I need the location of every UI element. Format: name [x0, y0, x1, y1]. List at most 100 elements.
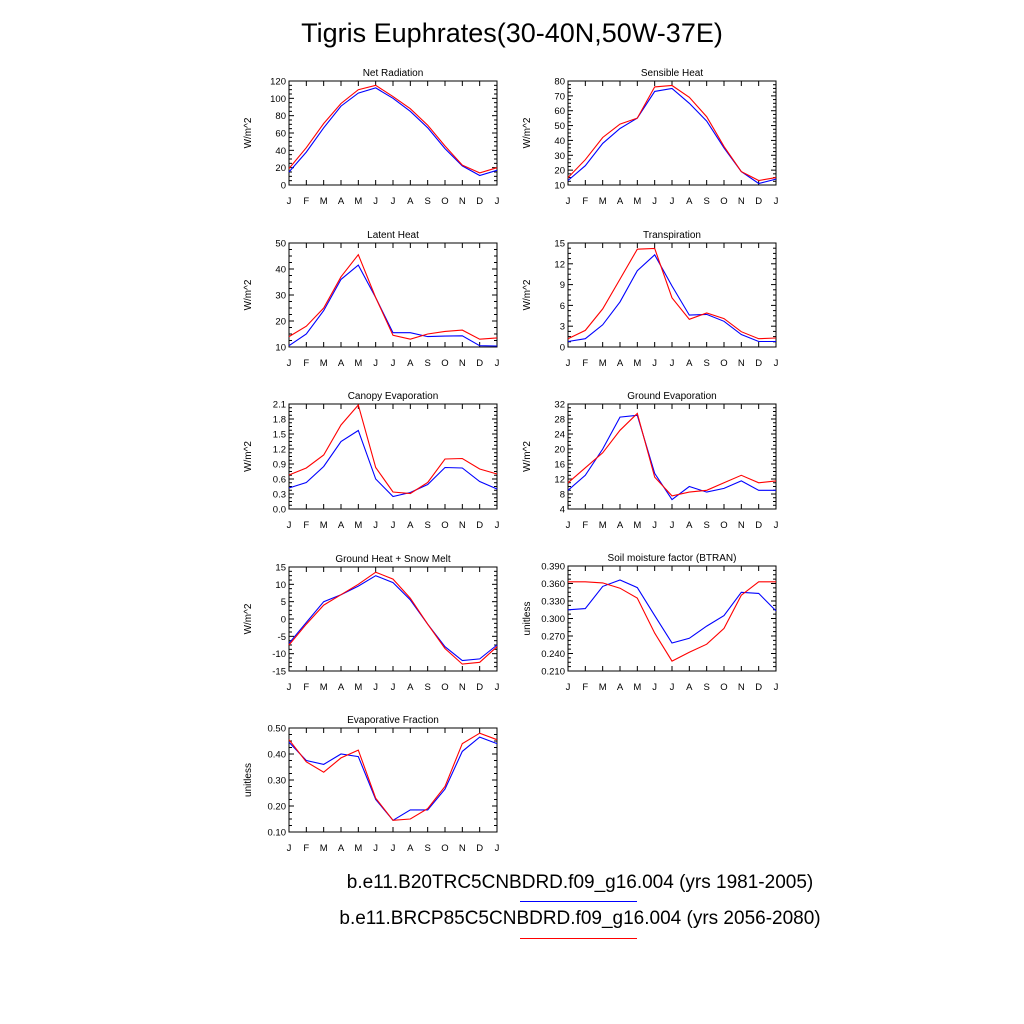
y-tick-label: 1.8 — [273, 415, 286, 426]
x-tick-label: J — [566, 196, 571, 207]
y-tick-label: 30 — [554, 151, 565, 162]
x-tick-label: J — [652, 196, 657, 207]
x-tick-label: D — [476, 843, 483, 854]
x-tick-label: D — [476, 196, 483, 207]
series-line-2 — [567, 84, 777, 182]
y-tick-label: 40 — [275, 146, 286, 157]
x-tick-label: A — [338, 358, 345, 369]
x-tick-label: J — [495, 196, 500, 207]
x-tick-label: J — [287, 520, 292, 531]
y-tick-label: 0.360 — [541, 579, 565, 590]
x-tick-label: S — [424, 358, 430, 369]
y-tick-label: 1.5 — [273, 430, 286, 441]
x-tick-label: J — [391, 682, 396, 693]
panel-title: Ground Heat + Snow Melt — [335, 554, 451, 565]
series-line-1 — [288, 736, 498, 822]
x-tick-label: J — [373, 358, 378, 369]
x-tick-label: D — [755, 196, 762, 207]
x-tick-label: M — [320, 843, 328, 854]
y-tick-label: 70 — [554, 91, 565, 102]
x-tick-label: A — [338, 196, 345, 207]
series-line-2 — [288, 84, 498, 174]
y-tick-label: 32 — [554, 400, 565, 411]
legend-entry-2: b.e11.BRCP85C5CNBDRD.f09_g16.004 (yrs 20… — [339, 908, 821, 929]
y-tick-label: 0 — [281, 181, 286, 192]
y-axis-label: W/m^2 — [243, 279, 254, 310]
panel-title: Evaporative Fraction — [347, 715, 439, 726]
y-tick-label: 40 — [554, 136, 565, 147]
y-axis-label: W/m^2 — [243, 117, 254, 148]
x-tick-label: N — [459, 520, 466, 531]
x-tick-label: M — [320, 196, 328, 207]
y-tick-label: 60 — [275, 129, 286, 140]
y-tick-label: -5 — [278, 632, 286, 643]
y-tick-label: 80 — [275, 111, 286, 122]
y-tick-label: 6 — [560, 301, 565, 312]
x-tick-label: M — [354, 682, 362, 693]
series-line-1 — [288, 87, 498, 177]
y-tick-label: 0.390 — [541, 562, 565, 573]
y-tick-label: 0.0 — [273, 505, 286, 516]
x-tick-label: S — [703, 358, 709, 369]
x-tick-label: M — [320, 520, 328, 531]
y-tick-label: 2.1 — [273, 400, 286, 411]
panel-title: Canopy Evaporation — [348, 391, 439, 402]
x-tick-label: M — [633, 358, 641, 369]
x-tick-label: A — [617, 358, 624, 369]
x-tick-label: D — [755, 520, 762, 531]
y-axis-label: W/m^2 — [522, 279, 533, 310]
x-tick-label: F — [303, 843, 309, 854]
x-tick-label: F — [303, 682, 309, 693]
x-tick-label: A — [338, 682, 345, 693]
x-tick-label: J — [774, 682, 779, 693]
y-tick-label: 28 — [554, 415, 565, 426]
x-tick-label: S — [424, 520, 430, 531]
x-tick-label: M — [633, 520, 641, 531]
x-tick-label: J — [287, 843, 292, 854]
x-tick-label: J — [670, 196, 675, 207]
x-tick-label: J — [373, 196, 378, 207]
series-line-2 — [567, 412, 777, 497]
x-tick-label: J — [774, 196, 779, 207]
panel-title: Ground Evaporation — [627, 391, 717, 402]
x-tick-label: A — [338, 520, 345, 531]
y-tick-label: 0.3 — [273, 490, 286, 501]
x-tick-label: A — [338, 843, 345, 854]
x-tick-label: M — [599, 682, 607, 693]
x-tick-label: D — [476, 358, 483, 369]
y-tick-label: 0.330 — [541, 597, 565, 608]
series-line-2 — [288, 732, 498, 821]
y-tick-label: 12 — [554, 475, 565, 486]
x-tick-label: M — [633, 682, 641, 693]
y-tick-label: 10 — [554, 181, 565, 192]
x-tick-label: A — [617, 682, 624, 693]
y-tick-label: 30 — [275, 291, 286, 302]
y-tick-label: 24 — [554, 430, 565, 441]
x-tick-label: N — [738, 358, 745, 369]
y-tick-label: 0.50 — [268, 724, 287, 735]
plot-frame — [567, 565, 777, 672]
y-tick-label: 10 — [275, 580, 286, 591]
x-tick-label: N — [738, 682, 745, 693]
y-tick-label: 60 — [554, 106, 565, 117]
x-tick-label: O — [441, 520, 448, 531]
x-tick-label: J — [566, 358, 571, 369]
legend-swatch-1 — [520, 901, 637, 902]
x-tick-label: F — [582, 520, 588, 531]
x-tick-label: A — [686, 520, 693, 531]
x-tick-label: J — [670, 682, 675, 693]
x-tick-label: N — [738, 196, 745, 207]
y-tick-label: 5 — [281, 597, 286, 608]
x-tick-label: J — [287, 682, 292, 693]
panel-title: Sensible Heat — [641, 68, 703, 79]
y-tick-label: 20 — [554, 166, 565, 177]
legend-entry-1: b.e11.B20TRC5CNBDRD.f09_g16.004 (yrs 198… — [346, 872, 814, 893]
x-tick-label: J — [287, 196, 292, 207]
x-tick-label: A — [407, 843, 414, 854]
x-tick-label: J — [495, 520, 500, 531]
x-tick-label: J — [652, 520, 657, 531]
